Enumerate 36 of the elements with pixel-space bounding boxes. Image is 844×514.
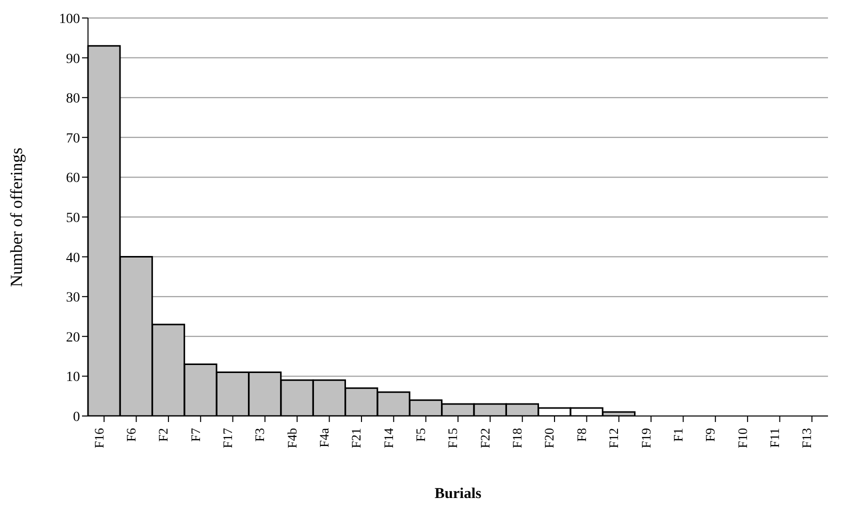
x-tick-label: F3	[252, 428, 268, 442]
x-tick-label: F20	[542, 428, 557, 448]
y-axis-title: Number of offerings	[7, 148, 26, 287]
y-tick-label: 0	[73, 410, 80, 425]
x-tick-label: F16	[91, 428, 106, 448]
x-tick-label: F4a	[316, 428, 332, 448]
x-tick-label: F1	[670, 428, 686, 442]
x-tick-label: F9	[702, 428, 718, 442]
y-tick-label: 50	[66, 210, 80, 226]
x-tick-label: F13	[799, 428, 814, 448]
x-tick-label: F17	[220, 428, 236, 448]
y-tick-label: 90	[66, 52, 80, 67]
y-tick-label: 40	[66, 250, 80, 266]
y-tick-label: 100	[59, 12, 80, 27]
x-tick-label: F22	[477, 428, 492, 448]
x-tick-label: F15	[445, 428, 460, 448]
x-tick-label: F19	[638, 428, 654, 448]
x-tick-label: F11	[766, 428, 782, 448]
x-tick-label: F7	[188, 428, 203, 442]
x-tick-label: F8	[574, 428, 589, 442]
y-tick-label: 30	[66, 290, 80, 306]
x-tick-label: F12	[606, 428, 622, 448]
x-tick-label: F2	[156, 428, 171, 442]
x-tick-label: F5	[413, 428, 428, 442]
y-tick-label: 20	[66, 330, 80, 346]
x-tick-label: F18	[510, 428, 525, 448]
x-tick-label: F4b	[284, 428, 300, 448]
x-tick-label: F6	[123, 428, 138, 442]
y-tick-label: 60	[66, 171, 80, 186]
y-tick-label: 70	[66, 131, 80, 146]
x-tick-label: F14	[380, 428, 396, 448]
y-tick-label: 80	[66, 92, 80, 107]
y-tick-label: 10	[66, 370, 80, 386]
x-tick-label: F10	[734, 428, 750, 448]
x-tick-label: F21	[348, 428, 364, 448]
x-axis-title: Burials	[434, 486, 482, 502]
